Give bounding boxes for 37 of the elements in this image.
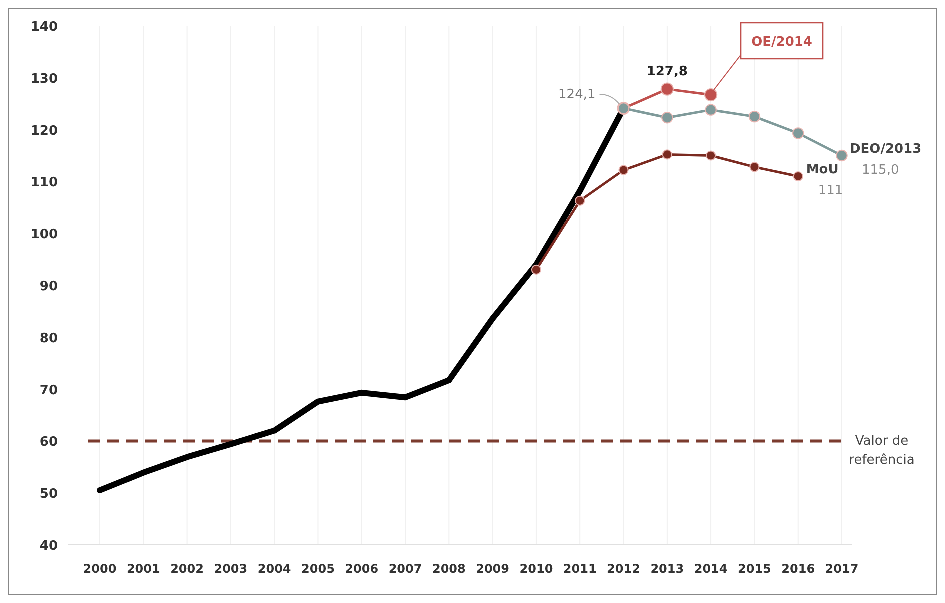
y-tick-label: 40 [40, 539, 58, 554]
series-label: MoU [806, 162, 839, 178]
x-tick-label: 2009 [476, 562, 510, 576]
x-tick-label: 2000 [83, 562, 117, 576]
x-tick-label: 2017 [825, 562, 859, 576]
y-tick-label: 90 [40, 280, 58, 294]
y-tick-label: 110 [30, 176, 58, 191]
y-tick-label: 100 [30, 228, 58, 243]
x-tick-label: 2012 [607, 562, 640, 576]
ref-line-label: Valor de referência [849, 434, 915, 468]
y-tick-label: 50 [40, 487, 58, 502]
x-tick-label: 2007 [388, 562, 422, 576]
x-tick-label: 2005 [302, 562, 335, 576]
x-tick-label: 2016 [782, 562, 816, 576]
y-tick-label: 60 [40, 435, 58, 450]
y-tick-label: 80 [40, 331, 58, 346]
x-tick-label: 2008 [432, 562, 466, 576]
x-tick-label: 2015 [738, 562, 772, 576]
y-tick-label: 120 [30, 124, 58, 139]
x-tick-label: 2004 [258, 562, 292, 576]
x-tick-label: 2002 [170, 562, 204, 576]
x-tick-label: 2010 [520, 562, 554, 576]
x-tick-label: 2003 [214, 562, 248, 576]
data-label: 127,8 [646, 64, 688, 80]
y-tick-label: 70 [40, 383, 58, 398]
series-label: DEO/2013 [850, 142, 922, 157]
x-tick-label: 2013 [650, 562, 684, 576]
y-tick-label: 130 [30, 72, 58, 87]
data-label: 115,0 [862, 162, 900, 178]
x-tick-label: 2011 [563, 562, 597, 576]
x-tick-label: 2001 [126, 562, 160, 576]
data-label: 124,1 [558, 88, 596, 103]
text: OE/2014 [752, 35, 812, 50]
x-tick-label: 2014 [694, 562, 728, 576]
x-tick-label: 2006 [345, 562, 379, 576]
y-tick-label: 140 [30, 20, 58, 35]
data-label: 111 [818, 184, 844, 199]
